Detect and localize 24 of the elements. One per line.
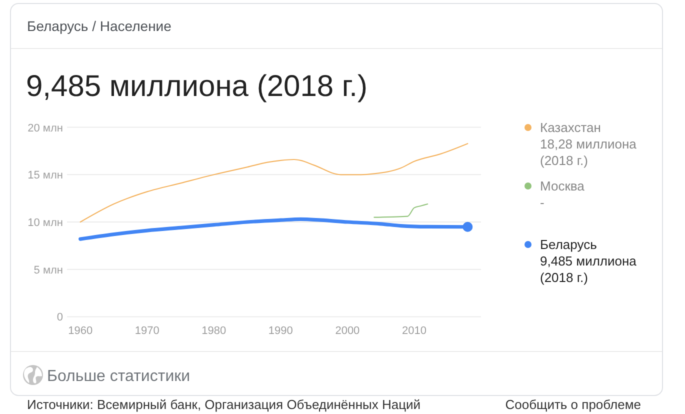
x-tick-label: 1990 bbox=[268, 325, 293, 337]
text: - bbox=[540, 195, 544, 210]
legend-label: Беларусь bbox=[540, 237, 598, 252]
text: 9,485 миллиона (2018 г.) bbox=[540, 254, 638, 285]
x-tick-label: 2010 bbox=[402, 325, 426, 337]
legend-label: Казахстан bbox=[540, 120, 601, 135]
text: Больше статистики bbox=[47, 368, 190, 385]
y-tick-label: 10 млн bbox=[28, 217, 63, 229]
y-tick-label: 0 bbox=[56, 312, 63, 324]
x-tick-label: 1960 bbox=[68, 325, 93, 337]
text: Сообщить о проблеме bbox=[505, 397, 641, 412]
text: 18,28 миллиона (2018 г.) bbox=[540, 136, 638, 168]
chart-subtitle: Беларусь / Население bbox=[27, 18, 172, 34]
text: Источники: Всемирный банк, Организация Объединённых Наций bbox=[27, 397, 421, 412]
legend-label: Москва bbox=[540, 178, 586, 194]
chart-title: 9,485 миллиона (2018 г.) bbox=[26, 70, 368, 103]
x-tick-label: 1970 bbox=[134, 325, 160, 337]
y-tick-label: 15 млн bbox=[28, 170, 63, 182]
y-tick-label: 5 млн bbox=[34, 264, 63, 276]
x-tick-label: 2000 bbox=[335, 325, 360, 337]
x-tick-label: 1980 bbox=[202, 325, 226, 337]
y-tick-label: 20 млн bbox=[28, 122, 63, 134]
line-series bbox=[80, 143, 468, 223]
line-series bbox=[374, 203, 428, 218]
